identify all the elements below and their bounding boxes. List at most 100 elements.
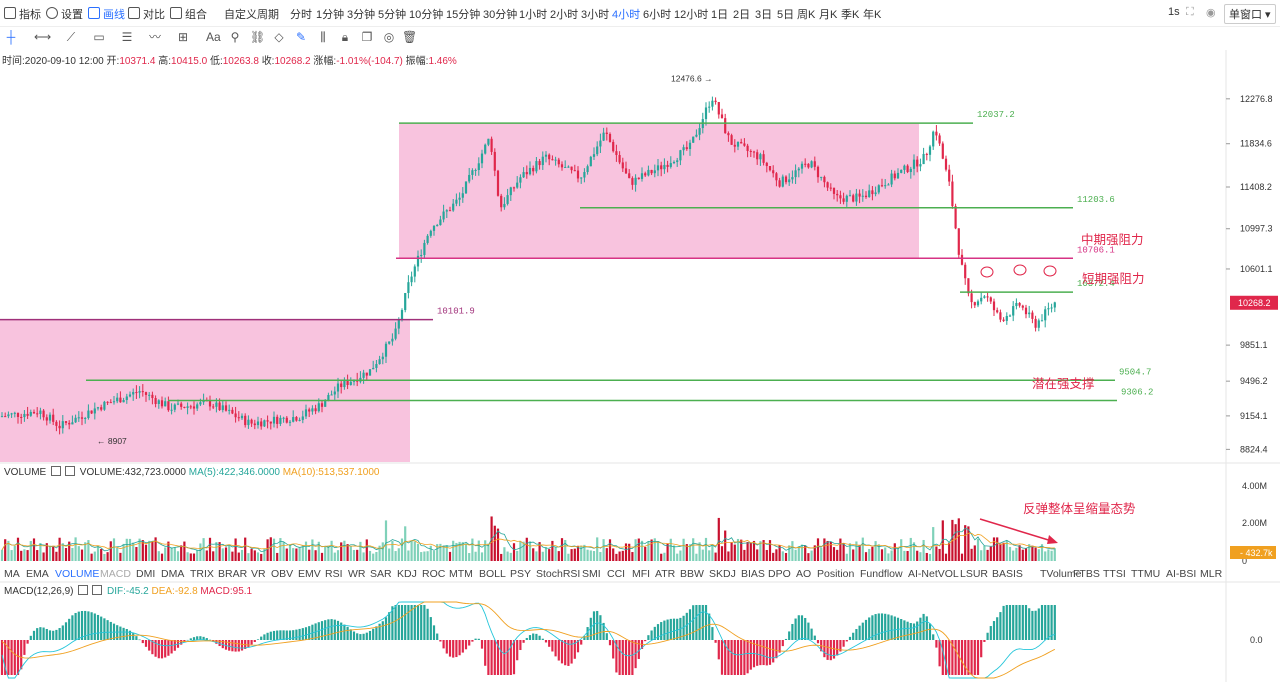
level-label: 11203.6 <box>1077 195 1115 205</box>
period-item[interactable]: 5分钟 <box>378 9 407 21</box>
indicator-cci[interactable]: CCI <box>607 568 626 580</box>
period-item[interactable]: 15分钟 <box>446 9 481 21</box>
indicator-obv[interactable]: OBV <box>271 568 294 580</box>
close-icon[interactable] <box>65 466 76 476</box>
combine-button[interactable]: 组合 <box>170 6 207 22</box>
link-icon[interactable]: ⛓ <box>250 30 266 44</box>
indicator-macd[interactable]: MACD <box>100 568 131 580</box>
trash-icon[interactable]: 🗑︎ <box>402 30 418 44</box>
period-item[interactable]: 3日 <box>755 9 773 21</box>
indicator-dpo[interactable]: DPO <box>768 568 791 580</box>
indicator-bbw[interactable]: BBW <box>680 568 704 580</box>
period-item[interactable]: 年K <box>863 9 882 21</box>
indicator-kdj[interactable]: KDJ <box>397 568 417 580</box>
rectangle-icon[interactable]: ▭ <box>93 30 105 44</box>
indicator-ai-netvol[interactable]: AI-NetVOL <box>908 568 959 580</box>
period-item[interactable]: 月K <box>819 9 838 21</box>
period-item[interactable]: 季K <box>841 9 860 21</box>
fullscreen-icon[interactable]: ⛶ <box>1186 6 1194 18</box>
indicator-mfi[interactable]: MFI <box>632 568 651 580</box>
wave-icon[interactable]: 〰 <box>148 30 161 44</box>
hide-icon[interactable]: ◎ <box>383 30 395 44</box>
indicator-tvolume[interactable]: TVolume <box>1040 568 1082 580</box>
indicator-ai-bsi[interactable]: AI-BSI <box>1166 568 1197 580</box>
indicator-stochrsi[interactable]: StochRSI <box>536 568 581 580</box>
indicator-ftbs[interactable]: FTBS <box>1073 568 1100 580</box>
indicator-lsur[interactable]: LSUR <box>960 568 989 580</box>
indicator-emv[interactable]: EMV <box>298 568 321 580</box>
eraser-icon[interactable]: ◇ <box>274 30 284 44</box>
period-item[interactable]: 3分钟 <box>347 9 376 21</box>
period-custom[interactable]: 自定义周期 <box>224 9 279 21</box>
volume-bar <box>1018 545 1021 561</box>
indicator-ema[interactable]: EMA <box>26 568 49 580</box>
period-item[interactable]: 10分钟 <box>409 9 444 21</box>
indicator-basis[interactable]: BASIS <box>992 568 1023 580</box>
compare-button[interactable]: 对比 <box>128 6 165 22</box>
indicator-mtm[interactable]: MTM <box>449 568 473 580</box>
measure-icon[interactable]: ⊞ <box>177 30 189 44</box>
indicator-smi[interactable]: SMI <box>582 568 601 580</box>
period-item[interactable]: 2日 <box>733 9 751 21</box>
magnet-icon[interactable]: ⚲ <box>230 30 240 44</box>
lock-icon[interactable]: 🔒︎ <box>341 30 349 44</box>
indicator-dma[interactable]: DMA <box>161 568 185 580</box>
indicator-button[interactable]: 指标 <box>4 6 41 22</box>
period-item[interactable]: 1分钟 <box>316 9 345 21</box>
text-icon[interactable]: Aa <box>206 30 221 44</box>
indicator-roc[interactable]: ROC <box>422 568 446 580</box>
period-item[interactable]: 12小时 <box>674 9 709 21</box>
candle-body <box>61 421 64 429</box>
candle-body <box>68 422 71 425</box>
indicator-rsi[interactable]: RSI <box>325 568 343 580</box>
volume-bar <box>272 538 276 561</box>
period-item[interactable]: 1小时 <box>519 9 548 21</box>
indicator-bias[interactable]: BIAS <box>741 568 765 580</box>
trend-line-icon[interactable]: ⟋ <box>66 30 76 44</box>
bars-icon[interactable]: ⫼ <box>320 30 326 44</box>
indicator-boll[interactable]: BOLL <box>479 568 506 580</box>
indicator-ao[interactable]: AO <box>796 568 812 580</box>
volume-bar <box>346 544 349 561</box>
period-item[interactable]: 周K <box>797 9 816 21</box>
period-item[interactable]: 2小时 <box>550 9 579 21</box>
indicator-ma[interactable]: MA <box>4 568 20 580</box>
indicator-sar[interactable]: SAR <box>370 568 392 580</box>
period-item[interactable]: 30分钟 <box>483 9 518 21</box>
retest-circle <box>1043 265 1057 277</box>
indicator-wr[interactable]: WR <box>348 568 366 580</box>
indicator-dmi[interactable]: DMI <box>136 568 156 580</box>
indicator-fundflow[interactable]: Fundflow <box>860 568 903 580</box>
indicator-brar[interactable]: BRAR <box>218 568 248 580</box>
indicator-skdj[interactable]: SKDJ <box>709 568 736 580</box>
window-mode-select[interactable]: 单窗口 ▾ <box>1224 4 1276 24</box>
settings-button[interactable]: 设置 <box>46 6 83 22</box>
interval-label[interactable]: 1s <box>1168 6 1180 18</box>
draw-line-button[interactable]: 画线 <box>88 6 125 22</box>
period-item[interactable]: 1日 <box>711 9 729 21</box>
pencil-icon[interactable]: ✎ <box>295 30 307 44</box>
indicator-ttmu[interactable]: TTMU <box>1131 568 1161 580</box>
indicator-position[interactable]: Position <box>817 568 855 580</box>
period-item[interactable]: 3小时 <box>581 9 610 21</box>
period-item-active[interactable]: 4小时 <box>612 9 641 21</box>
settings-icon[interactable] <box>78 585 89 595</box>
period-item[interactable]: 6小时 <box>643 9 672 21</box>
camera-icon[interactable]: ◉ <box>1206 7 1216 19</box>
copy-icon[interactable]: ❐ <box>361 30 373 44</box>
fib-icon[interactable]: ☰ <box>121 30 133 44</box>
crosshair-icon[interactable]: ┼ <box>6 30 16 44</box>
indicator-vr[interactable]: VR <box>251 568 266 580</box>
period-item[interactable]: 分时 <box>290 9 312 21</box>
indicator-ttsi[interactable]: TTSI <box>1103 568 1126 580</box>
indicator-atr[interactable]: ATR <box>655 568 676 580</box>
indicator-psy[interactable]: PSY <box>510 568 532 580</box>
horizontal-line-icon[interactable]: ⟷ <box>34 30 52 44</box>
indicator-mlr[interactable]: MLR <box>1200 568 1223 580</box>
settings-icon[interactable] <box>51 466 62 476</box>
period-item[interactable]: 5日 <box>777 9 795 21</box>
close-icon[interactable] <box>92 585 103 595</box>
indicator-trix[interactable]: TRIX <box>190 568 214 580</box>
indicator-volume[interactable]: VOLUME <box>55 568 100 580</box>
